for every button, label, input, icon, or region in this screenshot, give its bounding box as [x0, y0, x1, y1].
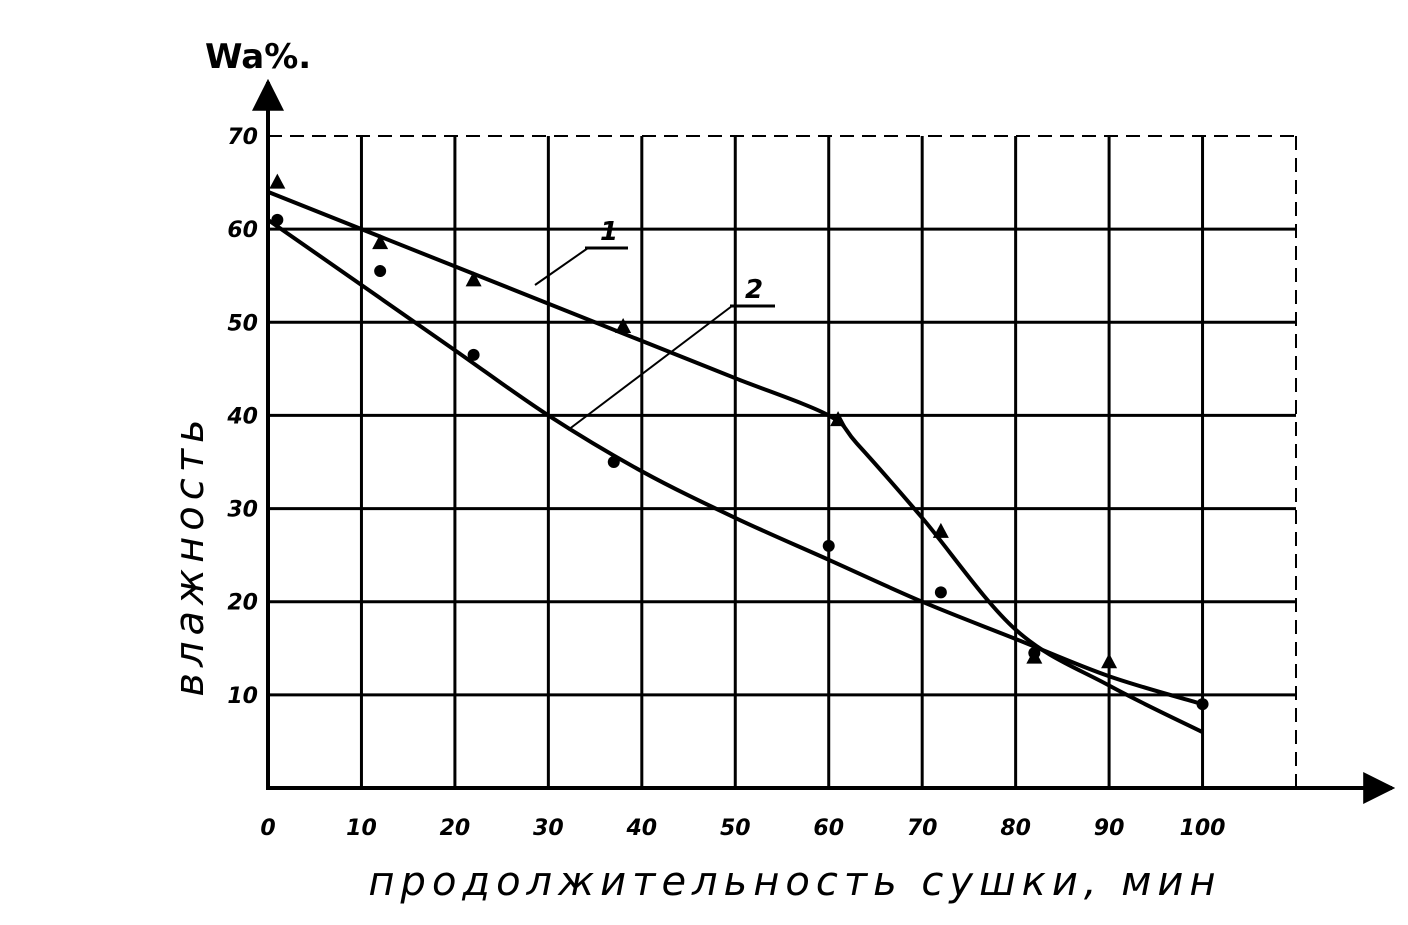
- series-1-point: [465, 271, 482, 287]
- y-tick-label: 30: [227, 498, 258, 523]
- series-2-point: [271, 213, 284, 226]
- x-tick-label: 60: [813, 816, 844, 841]
- x-tick-label: 80: [1000, 816, 1031, 841]
- y-tick-label: 50: [227, 311, 258, 336]
- series-1-point: [830, 411, 847, 427]
- x-tick-label: 70: [907, 816, 938, 841]
- series-1-point: [372, 234, 389, 250]
- series-1-point: [932, 522, 949, 538]
- series-2-point: [607, 456, 620, 468]
- y-axis-unit: Wa%.: [205, 37, 311, 77]
- y-tick-label: 60: [227, 218, 258, 243]
- series-1-point: [269, 173, 286, 189]
- series-2-point: [934, 586, 947, 599]
- y-tick-label: 70: [227, 125, 258, 150]
- x-tick-label: 100: [1180, 816, 1226, 841]
- series-2-point: [1196, 698, 1209, 711]
- y-tick-label: 10: [227, 684, 258, 709]
- y-axis-title: влажность: [167, 413, 213, 696]
- x-tick-label: 30: [533, 816, 564, 841]
- x-tick-label: 40: [626, 816, 658, 841]
- series-2-point: [374, 265, 387, 278]
- x-tick-label: 0: [260, 816, 275, 841]
- curve-label-1-text: 1: [600, 217, 618, 247]
- x-tick-label: 50: [720, 816, 751, 841]
- x-tick-label: 20: [440, 816, 471, 841]
- x-tick-label: 10: [346, 816, 377, 841]
- series-2-point: [1028, 646, 1041, 659]
- x-tick-label: 90: [1094, 816, 1125, 841]
- series-2-point: [822, 539, 835, 552]
- grid: [268, 135, 1297, 788]
- curve-label-1: 1: [534, 217, 628, 286]
- curve-label-2: 2: [567, 275, 775, 431]
- curve-label-2-text: 2: [745, 275, 763, 305]
- data-points: [269, 173, 1209, 711]
- labels: 0 10 20 30 40 50 60 70 80 90 100 10 20 30 40 50 60 70: [226, 125, 1225, 841]
- series-1-line: [267, 190, 1204, 734]
- series-2-point: [467, 348, 480, 361]
- series-1-point: [615, 317, 632, 333]
- series-1-point: [1101, 653, 1118, 669]
- axes: [252, 78, 1396, 804]
- y-tick-label: 20: [227, 591, 258, 616]
- x-axis-title: продолжительность сушки, мин: [368, 859, 1221, 905]
- y-tick-label: 40: [226, 404, 258, 429]
